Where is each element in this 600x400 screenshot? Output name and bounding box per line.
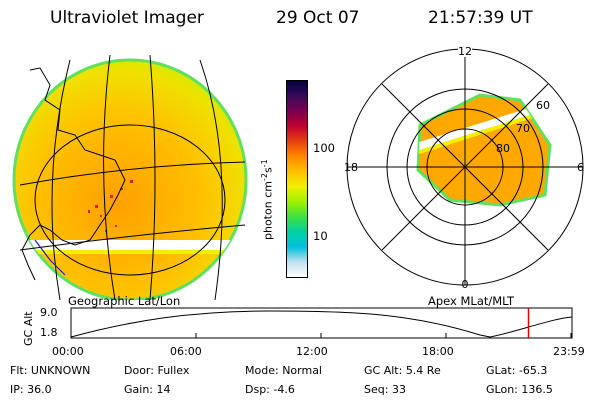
altitude-xtick-1: 06:00 xyxy=(170,345,202,358)
altitude-curve xyxy=(70,310,573,338)
mlt-label-18: 18 xyxy=(344,161,358,174)
info-seq: Seq: 33 xyxy=(364,383,406,396)
altitude-xtick-0: 00:00 xyxy=(52,345,84,358)
altitude-ytick-max: 9.0 xyxy=(40,306,58,319)
info-flt: Flt: UNKNOWN xyxy=(10,364,91,377)
polar-emission-region xyxy=(416,93,552,207)
altitude-ylabel: GC Alt xyxy=(22,311,35,346)
polar-grid xyxy=(346,48,584,286)
colorbar-gradient xyxy=(287,81,307,277)
info-dsp: Dsp: -4.6 xyxy=(245,383,295,396)
colorbar-unit-label: photon cm-2s-1 xyxy=(260,159,275,240)
instrument-title: Ultraviolet Imager xyxy=(50,8,204,28)
geo-gridlines xyxy=(19,54,246,300)
colorbar-tick-10: 10 xyxy=(313,229,328,243)
altitude-xtick-2: 12:00 xyxy=(296,345,328,358)
polar-image: 12 18 6 0 60 70 80 xyxy=(344,45,584,290)
info-ip: IP: 36.0 xyxy=(10,383,52,396)
geo-caption: Geographic Lat/Lon xyxy=(68,294,181,308)
info-door: Door: Fullex xyxy=(124,364,190,377)
mlat-label-60: 60 xyxy=(536,99,550,112)
info-gc-alt: GC Alt: 5.4 Re xyxy=(364,364,441,377)
mlt-label-6: 6 xyxy=(577,161,584,174)
altitude-plot xyxy=(70,307,573,339)
mlat-label-70: 70 xyxy=(516,122,530,135)
geographic-image xyxy=(12,54,248,300)
info-mode: Mode: Normal xyxy=(245,364,322,377)
altitude-ytick-min: 1.8 xyxy=(40,326,58,339)
altitude-xtick-4: 23:59 xyxy=(553,345,585,358)
altitude-xtick-3: 18:00 xyxy=(422,345,454,358)
polar-caption: Apex MLat/MLT xyxy=(428,294,515,308)
geo-terminator-line xyxy=(34,239,66,276)
mlat-label-80: 80 xyxy=(496,142,510,155)
info-glon: GLon: 136.5 xyxy=(486,383,553,396)
geo-coastline xyxy=(21,67,126,281)
date-label: 29 Oct 07 xyxy=(276,8,360,28)
mlt-label-12: 12 xyxy=(458,45,472,58)
altitude-xtick-marks xyxy=(70,333,572,338)
info-gain: Gain: 14 xyxy=(124,383,171,396)
time-label: 21:57:39 UT xyxy=(428,8,533,28)
mlt-label-0: 0 xyxy=(462,278,469,290)
colorbar xyxy=(286,80,308,278)
colorbar-tick-100: 100 xyxy=(313,141,335,155)
geo-data-gap-band xyxy=(14,240,246,250)
info-glat: GLat: -65.3 xyxy=(486,364,548,377)
